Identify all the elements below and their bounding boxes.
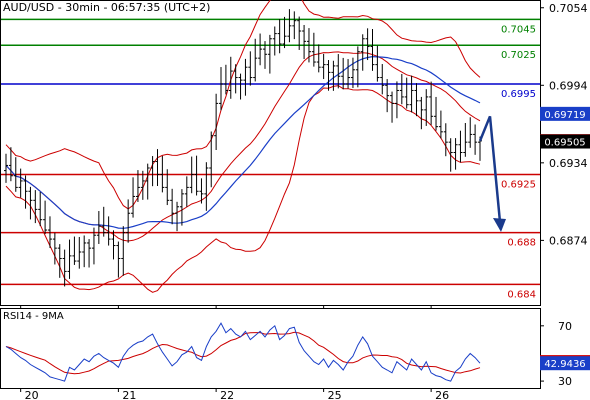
rsi-title: RSI14 - 9MA (3, 311, 64, 322)
moving-average-line (5, 55, 481, 229)
rsi-badge-label: 42.9436 (544, 359, 585, 370)
price-axis-label: 0.6934 (549, 157, 588, 170)
price-badge-box (540, 134, 590, 149)
time-axis-label: 26 (435, 389, 449, 400)
time-axis-label: 22 (220, 389, 234, 400)
rsi-badge: 42.9436 (540, 356, 590, 371)
level-label: 0.6925 (501, 179, 536, 190)
level-label: 0.688 (507, 238, 536, 249)
time-axis-label: 21 (122, 389, 136, 400)
bollinger-lower-line (5, 85, 481, 293)
price-badge-label: 0.69505 (544, 138, 585, 149)
price-badge-box (540, 106, 590, 121)
time-axis-label: 20 (25, 389, 39, 400)
price-badge: 0.69505 (540, 134, 590, 149)
price-badge: 0.69719 (540, 106, 590, 121)
price-axis-label: 0.7054 (549, 2, 588, 15)
rsi-badge-box (540, 356, 590, 371)
forecast-arrow-line (478, 115, 502, 223)
price-axis-label: 0.6994 (549, 79, 588, 92)
rsi-axis-label: 70 (558, 320, 572, 333)
level-label: 0.7045 (501, 24, 536, 35)
level-label: 0.684 (507, 289, 536, 300)
level-label: 0.6995 (501, 89, 536, 100)
rsi-line (5, 322, 481, 382)
bollinger-middle-line (5, 51, 481, 242)
price-panel-frame (0, 0, 541, 306)
rsi-panel-frame (0, 308, 541, 389)
rsi-axis-label: 30 (558, 375, 572, 388)
time-axis-label: 25 (328, 389, 342, 400)
level-label: 0.7025 (501, 50, 536, 61)
chart-title: AUD/USD - 30min - 06:57:35 (UTC+2) (3, 1, 211, 14)
rsi-ma-line (5, 331, 481, 375)
bollinger-upper-line (5, 0, 481, 210)
price-badge-label: 0.69719 (544, 110, 585, 121)
forecast-arrowhead-icon (493, 218, 506, 233)
price-axis-label: 0.6874 (549, 234, 588, 247)
